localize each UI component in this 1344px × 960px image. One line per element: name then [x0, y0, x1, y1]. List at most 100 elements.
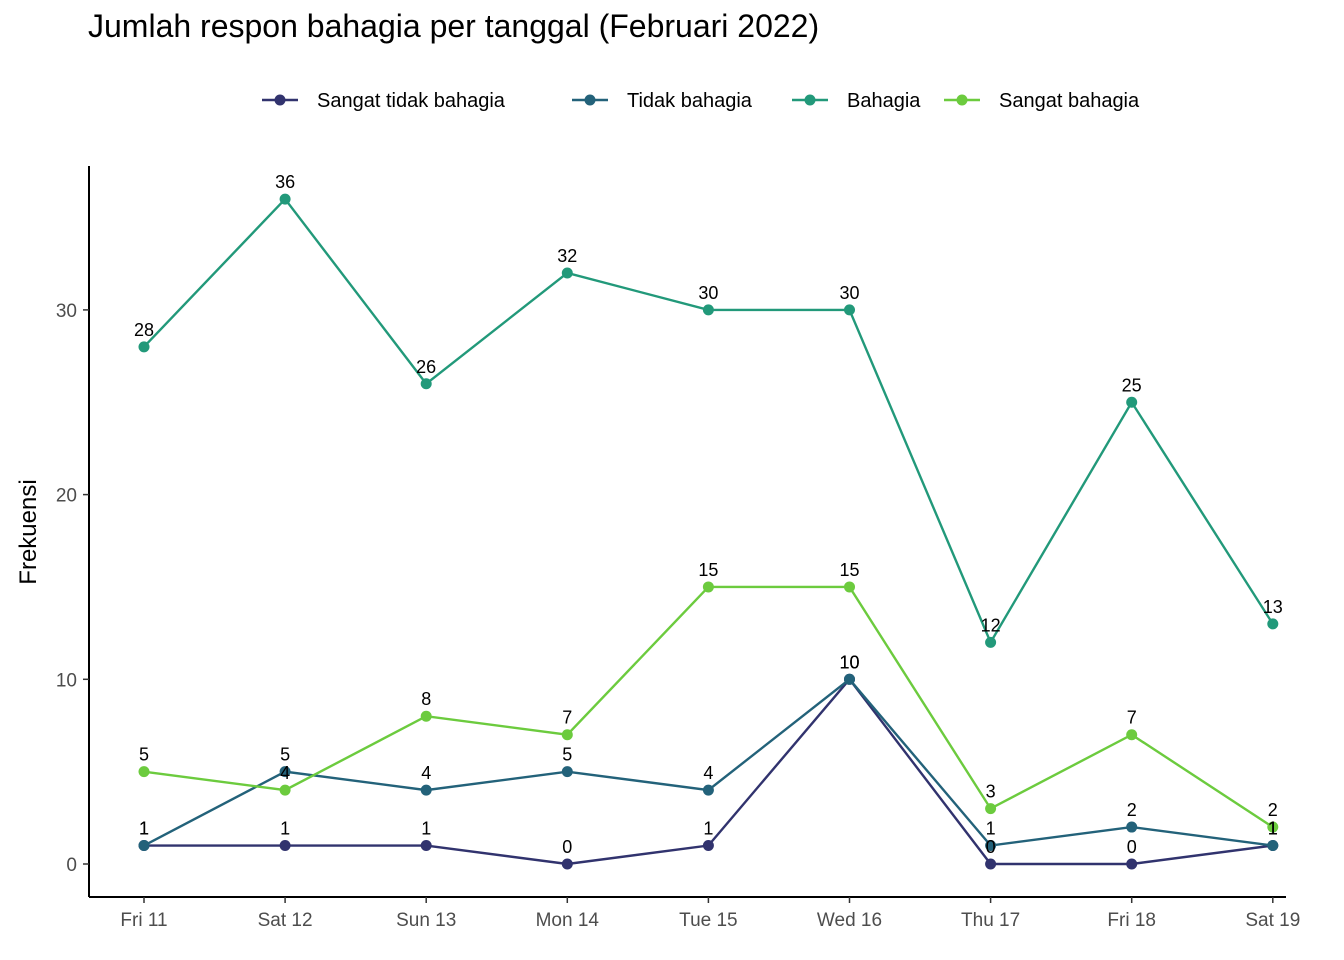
- data-point: [702, 784, 714, 796]
- data-point: [561, 267, 573, 279]
- legend-key-point: [804, 94, 816, 106]
- data-point: [138, 840, 150, 852]
- x-tick-label: Mon 14: [536, 910, 600, 931]
- data-label: 7: [562, 708, 572, 728]
- series-bahagia: [138, 193, 1279, 648]
- data-point: [420, 784, 432, 796]
- series-tidak-bahagia: [138, 673, 1279, 852]
- data-label: 2: [1127, 800, 1137, 820]
- data-point: [138, 766, 150, 778]
- data-point: [844, 304, 855, 316]
- x-tick-label: Sat 12: [258, 910, 313, 931]
- legend-label: Tidak bahagia: [627, 90, 753, 112]
- x-tick-label: Sun 13: [396, 910, 456, 931]
- data-point: [420, 378, 432, 390]
- data-label: 5: [139, 745, 149, 765]
- data-label: 1: [139, 819, 149, 839]
- legend-item: Tidak bahagia: [572, 90, 753, 112]
- data-label: 25: [1122, 375, 1142, 395]
- data-point: [844, 581, 855, 593]
- data-point: [985, 858, 997, 870]
- data-label: 4: [703, 763, 713, 783]
- legend-item: Sangat tidak bahagia: [262, 90, 506, 112]
- data-point: [279, 193, 291, 205]
- data-point: [561, 729, 573, 741]
- data-point: [561, 766, 573, 778]
- data-label: 10: [839, 652, 859, 672]
- data-label: 1: [1268, 819, 1278, 839]
- data-label: 10: [839, 652, 859, 672]
- data-label: 4: [421, 763, 431, 783]
- data-label: 4: [280, 763, 290, 783]
- data-label: 0: [986, 837, 996, 857]
- data-point: [985, 636, 997, 648]
- data-label: 5: [280, 745, 290, 765]
- data-point: [702, 840, 714, 852]
- data-point: [1126, 821, 1138, 833]
- data-label: 1: [703, 819, 713, 839]
- data-point: [702, 304, 714, 316]
- data-point: [985, 803, 997, 815]
- data-point: [702, 581, 714, 593]
- data-point: [420, 710, 432, 722]
- y-axis-title: Frekuensi: [15, 479, 42, 584]
- data-point: [1126, 396, 1138, 408]
- legend-label: Bahagia: [847, 90, 921, 112]
- data-label: 1: [139, 819, 149, 839]
- series-sangat-bahagia: [138, 581, 1279, 833]
- data-point: [279, 766, 291, 778]
- data-label: 3: [986, 782, 996, 802]
- data-label: 1: [1268, 819, 1278, 839]
- data-label: 1: [986, 819, 996, 839]
- data-label: 30: [698, 283, 718, 303]
- data-point: [279, 784, 291, 796]
- data-label: 12: [981, 615, 1001, 635]
- data-label: 13: [1263, 597, 1283, 617]
- data-label: 36: [275, 172, 295, 192]
- x-tick-label: Sat 19: [1245, 910, 1300, 931]
- data-label: 15: [839, 560, 859, 580]
- x-tick-label: Fri 18: [1107, 910, 1156, 931]
- data-point: [279, 840, 291, 852]
- y-tick-label: 0: [66, 855, 77, 876]
- legend-label: Sangat tidak bahagia: [317, 90, 506, 112]
- data-label: 26: [416, 357, 436, 377]
- data-label: 1: [280, 819, 290, 839]
- data-point: [561, 858, 573, 870]
- data-point: [1267, 840, 1279, 852]
- data-label: 15: [698, 560, 718, 580]
- data-label: 7: [1127, 708, 1137, 728]
- x-tick-label: Fri 11: [120, 910, 167, 931]
- legend: Sangat tidak bahagia Tidak bahagia Bahagia…: [262, 90, 1140, 112]
- data-label: 0: [1127, 837, 1137, 857]
- data-label: 2: [1268, 800, 1278, 820]
- data-label: 28: [134, 320, 154, 340]
- data-point: [420, 840, 432, 852]
- y-tick-label: 30: [56, 301, 77, 322]
- data-point: [1126, 729, 1138, 741]
- data-label: 1: [421, 819, 431, 839]
- y-tick-label: 10: [56, 670, 77, 691]
- data-point: [1126, 858, 1138, 870]
- x-tick-label: Tue 15: [679, 910, 737, 931]
- data-label: 0: [562, 837, 572, 857]
- y-tick-label: 20: [56, 486, 77, 507]
- legend-key-point: [584, 94, 596, 106]
- data-point: [138, 341, 150, 353]
- data-label: 5: [562, 745, 572, 765]
- chart-title: Jumlah respon bahagia per tanggal (Febru…: [88, 8, 820, 44]
- series-layer: [138, 193, 1279, 870]
- x-tick-label: Wed 16: [817, 910, 882, 931]
- data-label: 32: [557, 246, 577, 266]
- legend-key-point: [956, 94, 968, 106]
- legend-key-point: [274, 94, 286, 106]
- legend-label: Sangat bahagia: [999, 90, 1140, 112]
- data-point: [1267, 618, 1279, 630]
- data-point: [1267, 821, 1279, 833]
- data-point: [985, 840, 997, 852]
- legend-item: Bahagia: [792, 90, 921, 112]
- x-tick-label: Thu 17: [961, 910, 1020, 931]
